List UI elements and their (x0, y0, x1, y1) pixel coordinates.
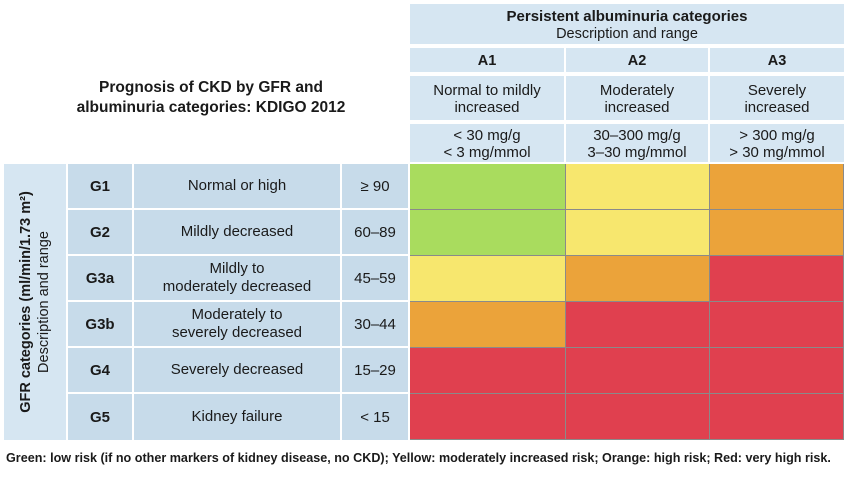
risk-cell-g2-a3 (710, 210, 844, 256)
row-g3a-desc-line2: moderately decreased (162, 278, 312, 295)
risk-cell-g2-a2 (566, 210, 710, 256)
column-desc-a2: Moderately increased (566, 76, 710, 122)
row-g2-desc: Mildly decreased (134, 210, 340, 254)
chart-title-line2: albuminuria categories: KDIGO 2012 (76, 99, 346, 116)
column-desc-a1: Normal to mildly increased (410, 76, 566, 122)
row-g3a-desc-line1: Mildly to (209, 260, 265, 277)
risk-cell-g4-a2 (566, 348, 710, 394)
column-range-a3-line2: > 30 mg/mmol (729, 144, 825, 161)
row-g4-desc: Severely decreased (134, 348, 340, 392)
column-id-a2: A2 (566, 48, 710, 74)
row-g1-id: G1 (68, 164, 132, 208)
row-g3a-desc: Mildly to moderately decreased (134, 256, 340, 300)
row-g5-id: G5 (68, 394, 132, 440)
row-g3b-desc: Moderately to severely decreased (134, 302, 340, 346)
column-range-a3-line1: > 300 mg/g (739, 127, 815, 144)
risk-cell-g4-a1 (410, 348, 566, 394)
row-g3a-id: G3a (68, 256, 132, 300)
risk-cell-g1-a2 (566, 164, 710, 210)
risk-cell-g5-a3 (710, 394, 844, 440)
column-id-a1: A1 (410, 48, 566, 74)
row-g1-range: ≥ 90 (342, 164, 408, 208)
row-g2-range: 60–89 (342, 210, 408, 254)
risk-cell-g3a-a1 (410, 256, 566, 302)
gfr-sidebar-line1: GFR categories (ml/min/1.73 m²) (18, 191, 34, 413)
row-g1-desc: Normal or high (134, 164, 340, 208)
risk-cell-g5-a2 (566, 394, 710, 440)
row-g4-desc-line1: Severely decreased (170, 361, 304, 378)
risk-cell-g4-a3 (710, 348, 844, 394)
risk-cell-g1-a1 (410, 164, 566, 210)
row-g5-desc: Kidney failure (134, 394, 340, 440)
albuminuria-header-title: Persistent albuminuria categories (506, 8, 748, 25)
risk-cell-g1-a3 (710, 164, 844, 210)
row-g1-desc-line1: Normal or high (187, 177, 287, 194)
column-range-a1-line2: < 3 mg/mmol (443, 144, 531, 161)
row-g2-id: G2 (68, 210, 132, 254)
column-range-a1-line1: < 30 mg/g (453, 127, 521, 144)
risk-cell-g3b-a2 (566, 302, 710, 348)
column-range-a2-line2: 3–30 mg/mmol (587, 144, 687, 161)
gfr-sidebar: GFR categories (ml/min/1.73 m²) Descript… (4, 164, 66, 440)
column-desc-a1-line2: increased (454, 99, 520, 116)
row-g5-desc-line1: Kidney failure (191, 408, 283, 425)
column-range-a3: > 300 mg/g > 30 mg/mmol (710, 124, 844, 162)
row-g2-desc-line1: Mildly decreased (180, 223, 294, 240)
albuminuria-header: Persistent albuminuria categories Descri… (410, 4, 844, 46)
row-g3b-desc-line1: Moderately to (191, 306, 283, 323)
column-desc-a2-line1: Moderately (599, 82, 675, 99)
risk-cell-g3a-a3 (710, 256, 844, 302)
albuminuria-header-subtitle: Description and range (556, 26, 698, 42)
column-desc-a3-line2: increased (744, 99, 810, 116)
column-range-a1: < 30 mg/g < 3 mg/mmol (410, 124, 566, 162)
row-g3b-desc-line2: severely decreased (171, 324, 303, 341)
risk-cell-g3b-a1 (410, 302, 566, 348)
risk-cell-g5-a1 (410, 394, 566, 440)
column-desc-a3: Severely increased (710, 76, 844, 122)
gfr-sidebar-label: GFR categories (ml/min/1.73 m²) Descript… (17, 191, 53, 413)
column-desc-a2-line2: increased (604, 99, 670, 116)
row-g5-range: < 15 (342, 394, 408, 440)
risk-legend-footnote: Green: low risk (if no other markers of … (6, 451, 831, 465)
column-desc-a3-line1: Severely (747, 82, 807, 99)
row-g3a-range: 45–59 (342, 256, 408, 300)
gfr-sidebar-line2: Description and range (36, 231, 52, 373)
risk-cell-g2-a1 (410, 210, 566, 256)
row-g3b-range: 30–44 (342, 302, 408, 346)
column-range-a2-line1: 30–300 mg/g (593, 127, 681, 144)
chart-title: Prognosis of CKD by GFR and albuminuria … (12, 78, 410, 118)
risk-cell-g3b-a3 (710, 302, 844, 348)
column-id-a3: A3 (710, 48, 844, 74)
column-desc-a1-line1: Normal to mildly (433, 82, 541, 99)
row-g4-id: G4 (68, 348, 132, 392)
row-g3b-id: G3b (68, 302, 132, 346)
chart-title-line1: Prognosis of CKD by GFR and (99, 79, 323, 96)
row-g4-range: 15–29 (342, 348, 408, 392)
risk-cell-g3a-a2 (566, 256, 710, 302)
column-range-a2: 30–300 mg/g 3–30 mg/mmol (566, 124, 710, 162)
